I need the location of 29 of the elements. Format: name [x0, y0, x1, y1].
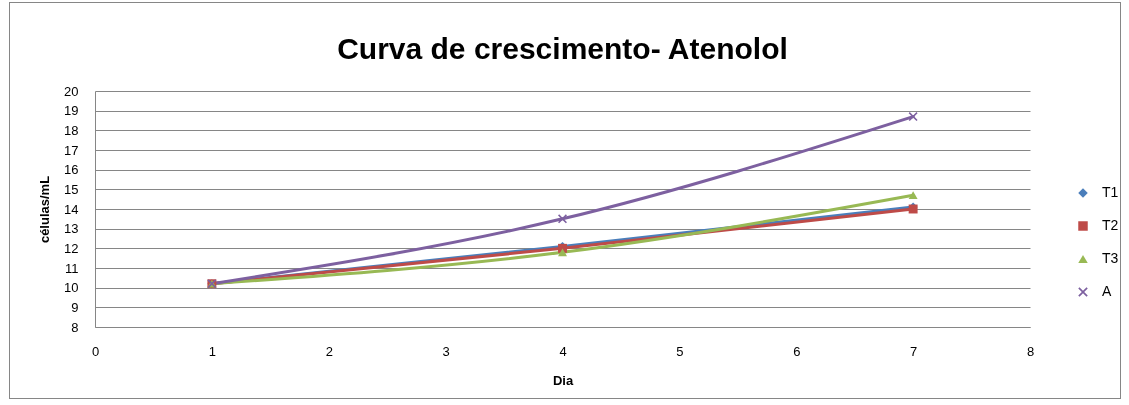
x-tick-label: 2 — [325, 343, 333, 359]
y-tick-label: 18 — [64, 122, 79, 138]
x-tick-label: 1 — [208, 343, 216, 359]
legend-label: T3 — [1102, 250, 1119, 266]
x-tick-label: 0 — [91, 343, 100, 359]
x-tick-label: 5 — [676, 343, 684, 359]
x-tick-label: 8 — [1026, 343, 1035, 359]
legend-label: A — [1102, 283, 1112, 299]
x-tick-label: 6 — [793, 343, 801, 359]
y-tick-label: 9 — [71, 299, 79, 315]
y-tick-label: 17 — [64, 142, 79, 158]
legend-label: T2 — [1102, 217, 1119, 233]
y-tick-label: 12 — [64, 240, 79, 256]
chart-title: Curva de crescimento- Atenolol — [337, 32, 788, 65]
y-tick-label: 14 — [64, 201, 79, 217]
x-tick-label: 7 — [910, 343, 918, 359]
y-tick-label: 8 — [71, 319, 79, 335]
y-axis-title: células/mL — [37, 175, 53, 244]
y-tick-label: 13 — [64, 221, 79, 237]
x-axis-title: Dia — [552, 372, 574, 388]
x-tick-label: 3 — [442, 343, 450, 359]
y-tick-label: 15 — [64, 181, 79, 197]
y-tick-label: 20 — [64, 83, 79, 99]
y-tick-label: 16 — [64, 162, 79, 178]
legend-label: T1 — [1102, 184, 1119, 200]
y-tick-label: 11 — [65, 260, 79, 276]
y-tick-label: 19 — [64, 103, 79, 119]
y-tick-label: 10 — [64, 280, 79, 296]
x-tick-label: 4 — [559, 343, 567, 359]
